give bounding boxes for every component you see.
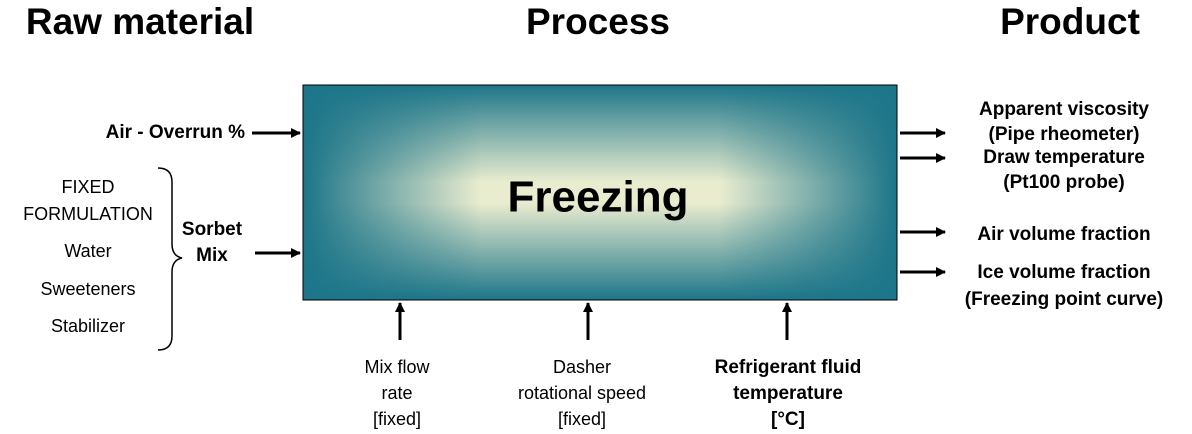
parameter-label: Refrigerant fluid (715, 357, 862, 378)
parameter-label: [fixed] (373, 409, 421, 429)
formulation-item: FORMULATION (23, 204, 153, 224)
output-label: Draw temperature (983, 147, 1145, 168)
input-label: Sorbet (182, 219, 243, 240)
output-label: Ice volume fraction (977, 262, 1150, 283)
parameter-label: temperature (733, 383, 843, 404)
input-label: Mix (196, 245, 228, 266)
formulation-item: Water (64, 241, 111, 261)
parameter-label: Mix flow (364, 357, 430, 377)
parameter-label: [°C] (771, 409, 805, 430)
brace (157, 167, 183, 351)
process-box-shade (302, 84, 898, 301)
formulation-item: Stabilizer (51, 316, 125, 336)
output-label: Apparent viscosity (979, 99, 1149, 120)
parameter-label: [fixed] (558, 409, 606, 429)
process-label: Freezing (508, 173, 689, 222)
formulation-item: FIXED (61, 177, 114, 197)
parameter-label: rotational speed (518, 383, 646, 403)
parameter-label: Dasher (553, 357, 611, 377)
formulation-item: Sweeteners (40, 279, 135, 299)
output-label: Air volume fraction (977, 224, 1150, 245)
header: Process (526, 1, 670, 42)
output-label: (Pt100 probe) (1003, 172, 1124, 193)
header: Product (1000, 1, 1140, 42)
output-label: (Pipe rheometer) (989, 124, 1140, 145)
header: Raw material (26, 1, 254, 42)
input-label: Air - Overrun % (106, 122, 245, 143)
output-label: (Freezing point curve) (965, 289, 1163, 310)
parameter-label: rate (381, 383, 412, 403)
